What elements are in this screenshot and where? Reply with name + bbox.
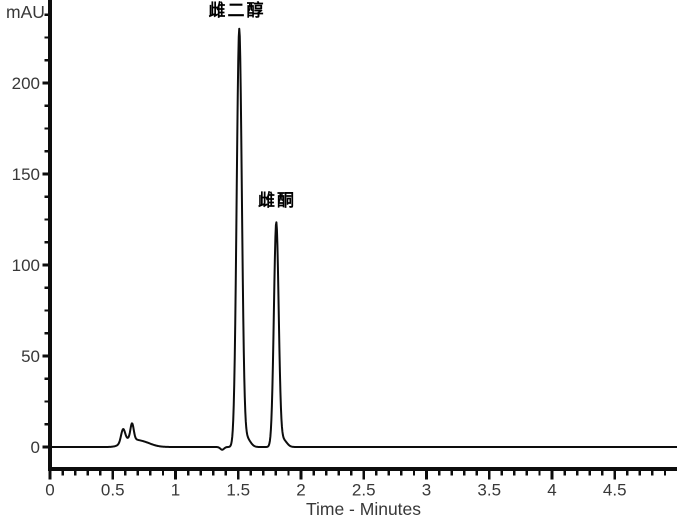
x-tick-label: 0.5 bbox=[101, 481, 125, 500]
peak-1-label: 雌二醇 bbox=[208, 1, 266, 21]
x-tick-label: 3 bbox=[422, 481, 431, 500]
x-tick-label: 2.5 bbox=[352, 481, 376, 500]
x-tick-label: 1 bbox=[171, 481, 180, 500]
y-tick-label: 200 bbox=[12, 74, 40, 93]
y-tick-label: 0 bbox=[31, 438, 40, 457]
x-tick-label: 3.5 bbox=[477, 481, 501, 500]
x-tick-label: 0 bbox=[45, 481, 54, 500]
y-axis-title: mAU bbox=[6, 2, 45, 22]
x-tick-label: 4.5 bbox=[603, 481, 627, 500]
x-axis-title: Time - Minutes bbox=[305, 499, 422, 519]
x-tick-label: 4 bbox=[547, 481, 556, 500]
y-tick-label: 50 bbox=[21, 347, 40, 366]
axes-group bbox=[42, 0, 677, 480]
y-tick-label: 150 bbox=[12, 165, 40, 184]
peak-2-label: 雌酮 bbox=[258, 191, 296, 211]
x-tick-label: 2 bbox=[296, 481, 305, 500]
y-tick-label: 100 bbox=[12, 256, 40, 275]
x-tick-label: 1.5 bbox=[226, 481, 250, 500]
trace-line bbox=[49, 27, 677, 451]
